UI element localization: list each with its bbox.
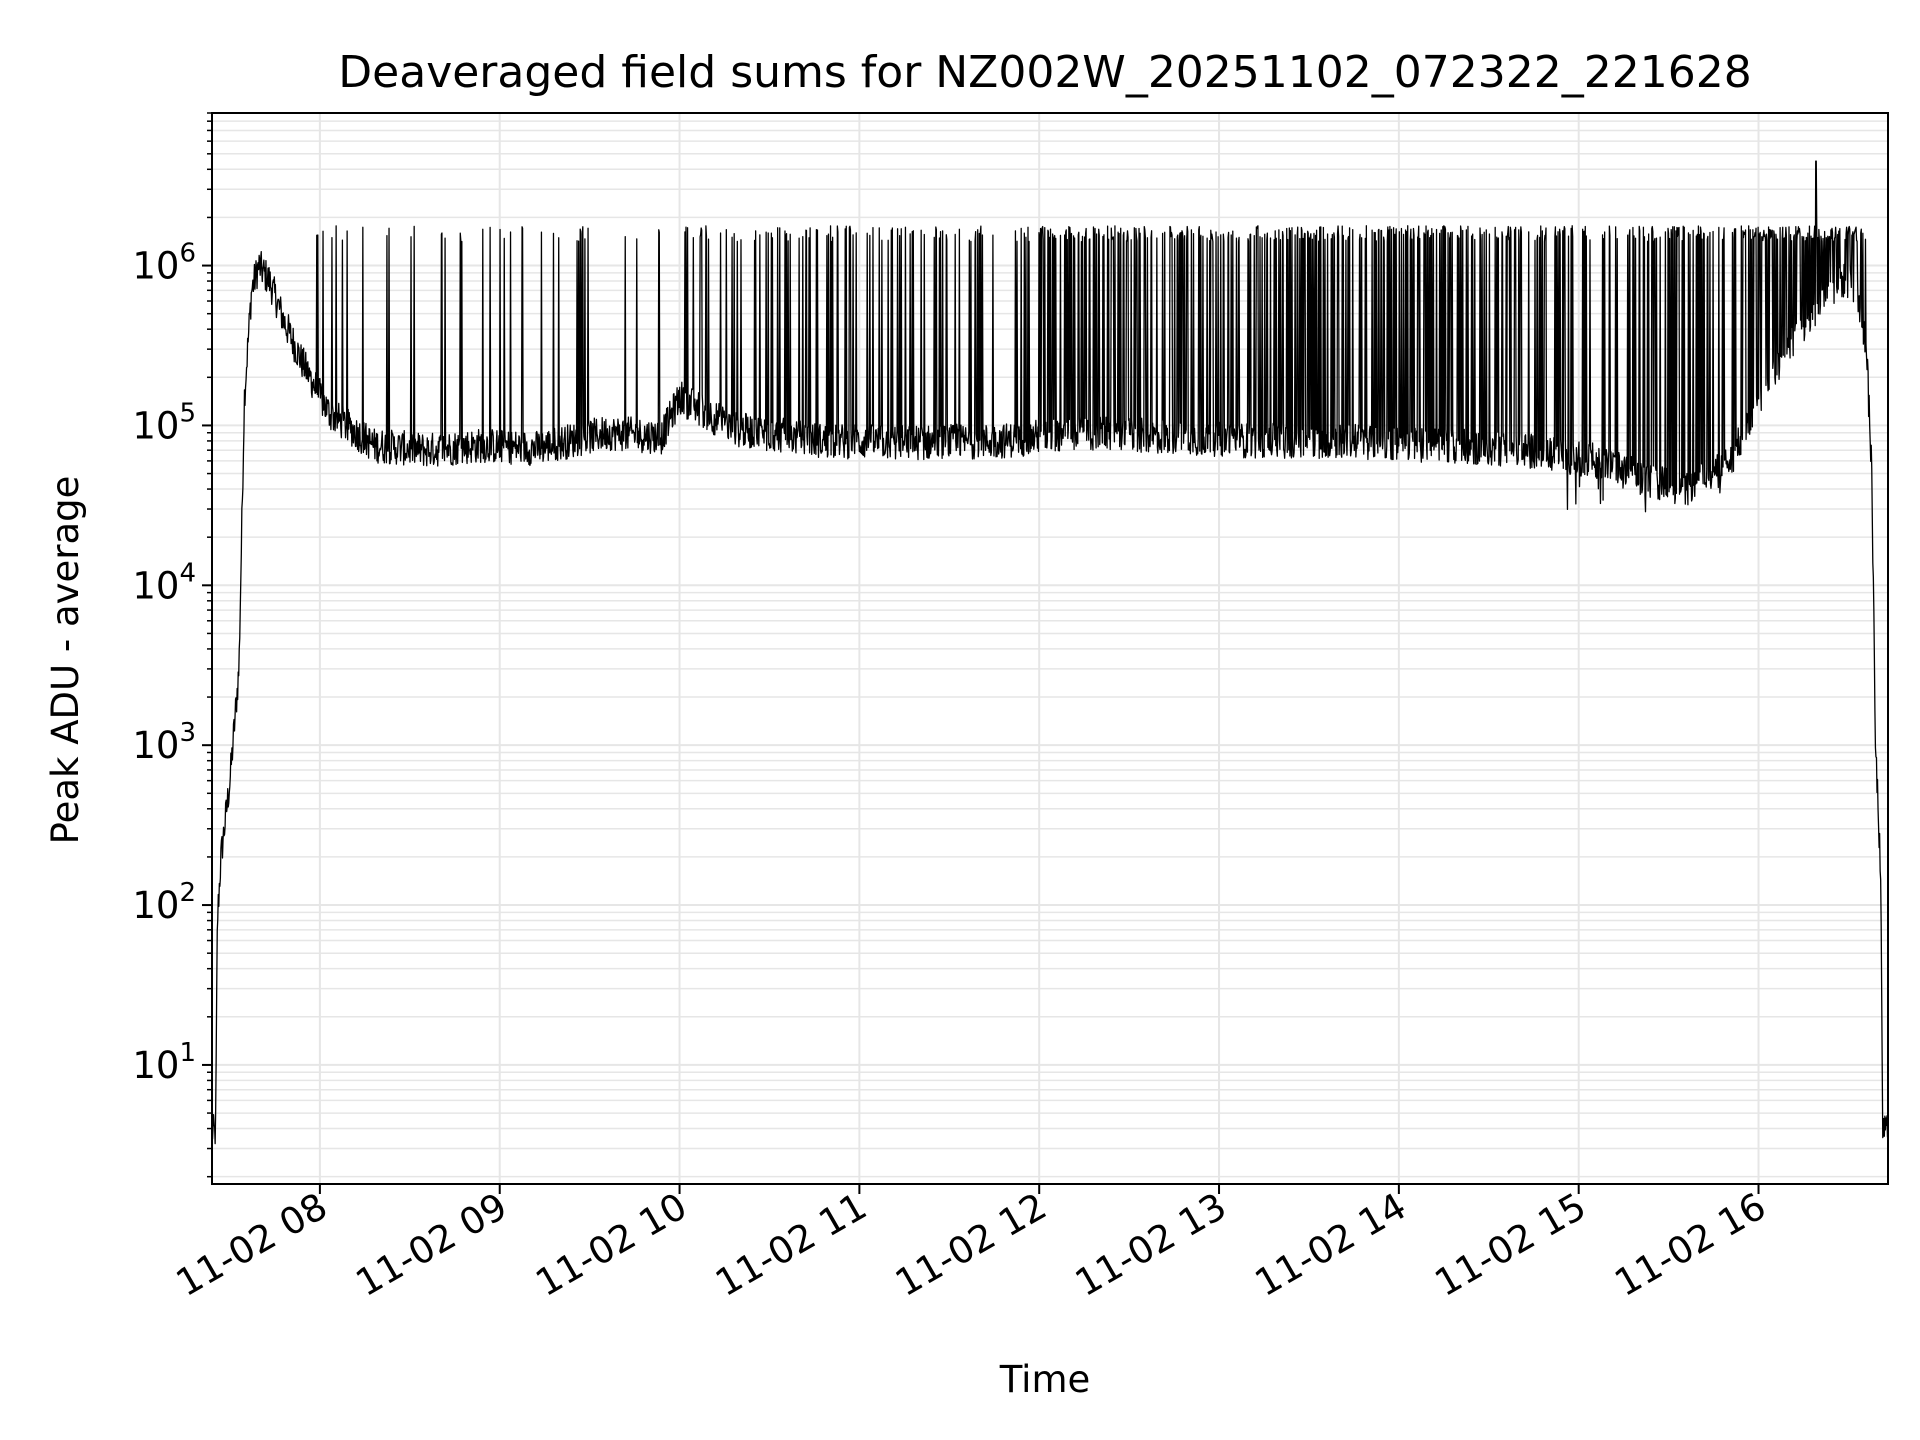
x-axis-label: Time xyxy=(999,1358,1091,1401)
x-tick-label: 11-02 12 xyxy=(888,1185,1054,1305)
y-tick-label: 106 xyxy=(132,239,196,288)
y-tick-exponent: 6 xyxy=(179,239,196,269)
x-tick-label: 11-02 13 xyxy=(1068,1185,1234,1305)
y-tick-label: 105 xyxy=(132,398,196,447)
y-tick-exponent: 5 xyxy=(179,398,196,428)
y-tick-base: 10 xyxy=(132,724,179,767)
y-tick-exponent: 3 xyxy=(179,718,196,748)
x-tick-label: 11-02 16 xyxy=(1607,1185,1773,1305)
y-tick-label: 102 xyxy=(132,878,196,927)
x-tick-label: 11-02 14 xyxy=(1248,1185,1414,1305)
y-tick-exponent: 1 xyxy=(179,1038,196,1068)
y-tick-exponent: 4 xyxy=(179,558,196,588)
plot-area xyxy=(211,160,1889,1145)
y-axis-label: Peak ADU - average xyxy=(44,476,87,845)
x-tick-label: 11-02 11 xyxy=(708,1185,874,1305)
y-tick-base: 10 xyxy=(132,404,179,447)
y-tick-base: 10 xyxy=(132,564,179,607)
x-tick-label: 11-02 15 xyxy=(1428,1185,1594,1305)
x-tick-label: 11-02 10 xyxy=(528,1185,694,1305)
series-line xyxy=(211,160,1889,1145)
y-tick-label: 101 xyxy=(132,1038,196,1087)
y-tick-label: 103 xyxy=(132,718,196,767)
x-tick-label: 11-02 08 xyxy=(169,1185,335,1305)
x-tick-label: 11-02 09 xyxy=(349,1185,515,1305)
y-tick-base: 10 xyxy=(132,245,179,288)
chart-title: Deaveraged field sums for NZ002W_2025110… xyxy=(338,47,1751,98)
y-tick-exponent: 2 xyxy=(179,878,196,908)
y-tick-label: 104 xyxy=(132,558,196,607)
y-tick-base: 10 xyxy=(132,884,179,927)
y-tick-base: 10 xyxy=(132,1044,179,1087)
